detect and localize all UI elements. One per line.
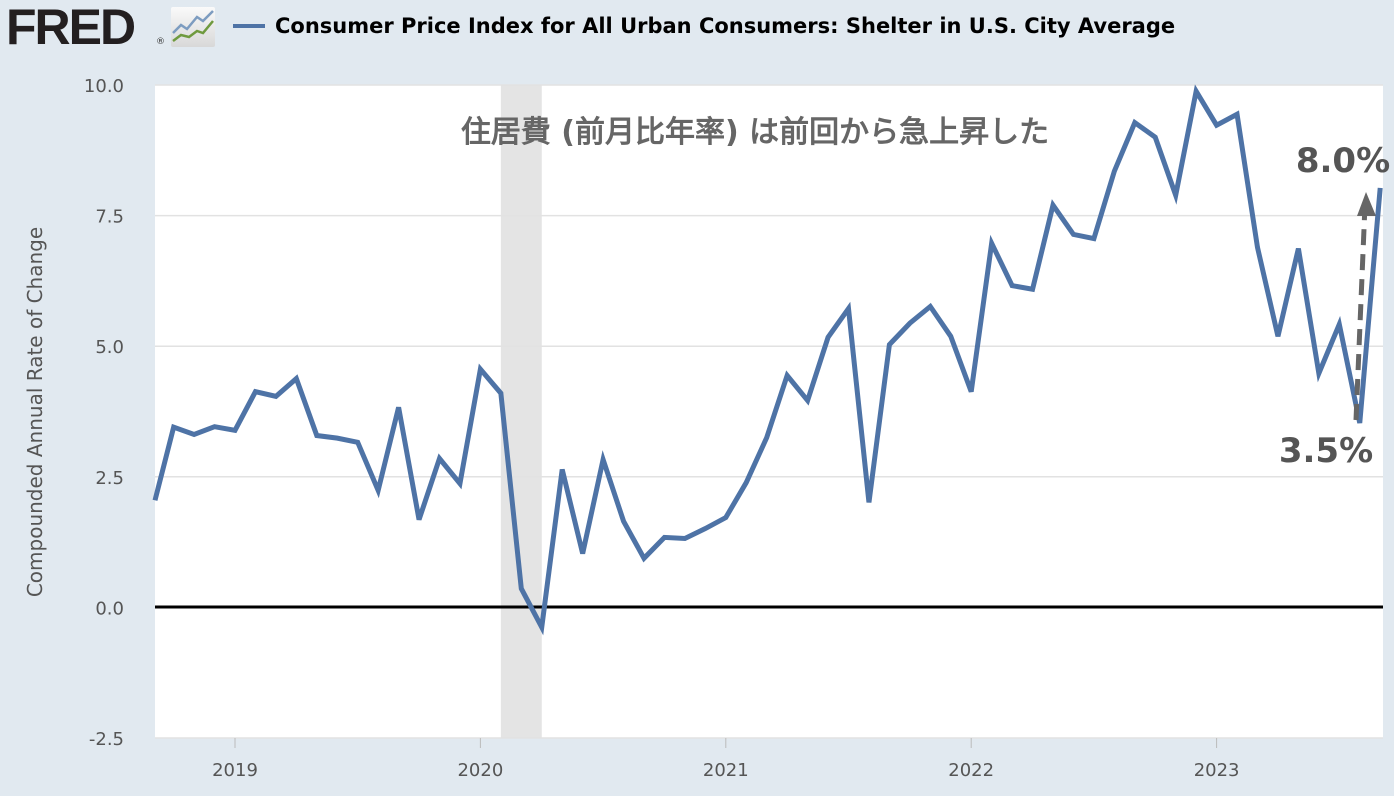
y-tick-label: 2.5 (95, 468, 124, 489)
fred-logo[interactable]: FRED (6, 0, 136, 55)
fred-graph-icon (171, 7, 215, 47)
annotation-arrow-shaft (1353, 204, 1368, 421)
registered-mark: ® (156, 37, 165, 47)
y-axis-label: Compounded Annual Rate of Change (23, 227, 47, 597)
legend-swatch (233, 24, 265, 28)
annotation-high-label: 8.0% (1296, 141, 1390, 181)
legend: Consumer Price Index for All Urban Consu… (233, 14, 1175, 38)
y-tick-label: 5.0 (95, 337, 124, 358)
annotation-headline: 住居費 (前月比年率) は前回から急上昇した (461, 115, 1049, 150)
annotation-arrow-head (1357, 192, 1376, 216)
y-tick-label: 7.5 (95, 207, 124, 228)
y-tick-label: 10.0 (84, 76, 124, 97)
x-tick-label: 2020 (457, 760, 503, 781)
x-tick-label: 2021 (703, 760, 749, 781)
annotation-low-label: 3.5% (1279, 431, 1373, 471)
x-tick-label: 2023 (1194, 760, 1240, 781)
x-tick-label: 2019 (212, 760, 258, 781)
x-tick-label: 2022 (948, 760, 994, 781)
y-tick-label: -2.5 (89, 729, 124, 750)
y-tick-label: 0.0 (95, 598, 124, 619)
recession-shading (500, 85, 542, 738)
legend-label: Consumer Price Index for All Urban Consu… (275, 14, 1176, 38)
plot-area (155, 85, 1383, 738)
